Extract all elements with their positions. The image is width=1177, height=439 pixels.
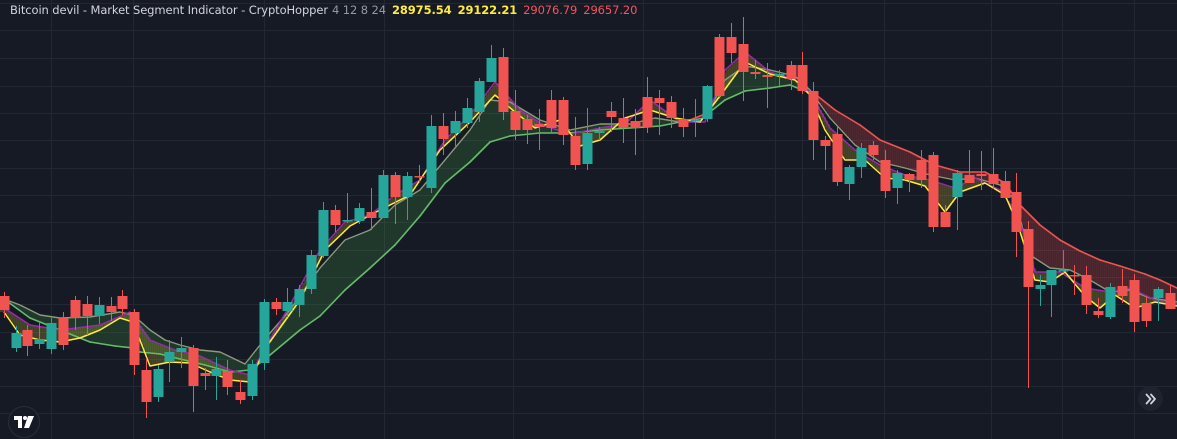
indicator-value-2: 29122.21: [457, 3, 518, 17]
candles: [0, 17, 1176, 418]
double-chevron-right-icon: [1145, 393, 1156, 404]
indicator-legend[interactable]: Bitcoin devil - Market Segment Indicator…: [10, 3, 637, 17]
indicator-value-3: 29076.79: [523, 3, 578, 17]
indicator-value-4: 29657.20: [583, 3, 638, 17]
indicator-value-1: 28975.54: [391, 3, 452, 17]
indicator-title: Bitcoin devil - Market Segment Indicator…: [10, 3, 328, 17]
tradingview-logo-icon[interactable]: [8, 406, 40, 438]
tradingview-logo-glyph: [14, 416, 34, 428]
indicator-params: 4 12 8 24: [332, 3, 386, 17]
scroll-to-realtime-button[interactable]: [1138, 386, 1163, 411]
